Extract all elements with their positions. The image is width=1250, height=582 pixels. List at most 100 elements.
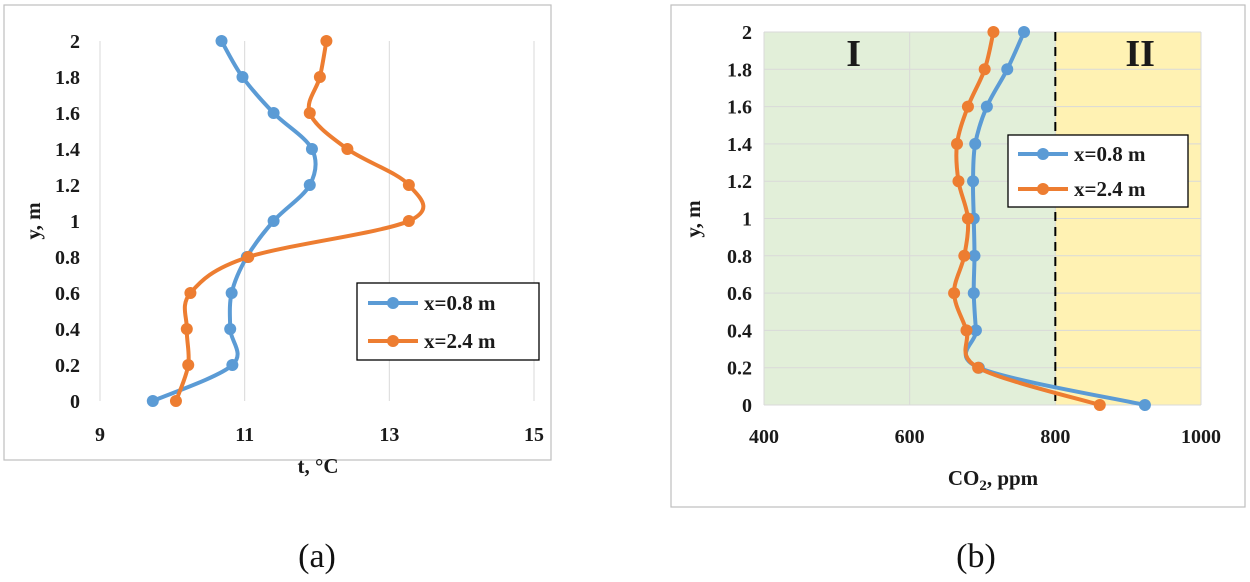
chart-1-xtick-label-1: 600 (895, 426, 925, 448)
chart-0-series-1-point-5 (267, 215, 280, 227)
chart-1-ytick-label-5: 1 (742, 209, 752, 231)
chart-1-series-2-point-3 (948, 287, 961, 300)
chart-0-series-1-point-6 (303, 179, 316, 191)
chart-1-series-2-point-1 (972, 361, 985, 374)
chart-a: 0 0.2 0.4 0.6 0.8 1 1.2 1.4 1.6 1.8 2 9 11 13 15 x=0.8… (3, 4, 552, 575)
chart-a-legend-marker-1 (387, 297, 399, 309)
chart-1-xtick-label-3: 1000 (1181, 426, 1221, 448)
chart-b-gridlines: I II (763, 31, 1202, 406)
chart-0-series-2-point-1 (182, 359, 195, 371)
chart-0-ytick-label-1: 0.2 (55, 355, 80, 377)
chart-1-series-1-point-8 (980, 100, 993, 113)
chart-b-legend-label-2: x=2.4 m (1074, 177, 1146, 201)
chart-b-x-axis-label: CO2, ppm (948, 466, 1039, 494)
chart-0-ytick-label-6: 1.2 (55, 175, 80, 197)
chart-0-xtick-label-1: 11 (235, 424, 254, 446)
chart-0-ytick-label-7: 1.4 (55, 139, 80, 161)
chart-b-x-axis-label-rest: , ppm (987, 466, 1039, 490)
chart-0-series-2-point-3 (184, 287, 197, 299)
chart-b-x-axis-label-main: CO (948, 466, 980, 490)
chart-0-xtick-label-3: 15 (524, 424, 544, 446)
chart-0-series-1-point-1 (226, 359, 239, 371)
chart-1-ytick-label-10: 2 (742, 22, 752, 44)
chart-0-series-1-point-7 (305, 143, 318, 155)
chart-0-series-2-point-7 (341, 143, 354, 155)
chart-0-series-2-point-0 (169, 395, 182, 407)
chart-a-frame (3, 4, 552, 461)
chart-1-ytick-label-6: 1.2 (727, 171, 752, 193)
chart-a-legend-box (356, 282, 540, 361)
chart-1-series-1-point-7 (969, 137, 982, 150)
chart-a-y-axis-label: y, m (21, 202, 45, 240)
chart-1-series-2-point-4 (958, 249, 971, 262)
chart-0-series-2-point-2 (180, 323, 193, 335)
chart-b-legend-marker-1 (1037, 148, 1049, 160)
chart-b-legend-box (1007, 134, 1189, 208)
chart-1-series-1-point-2 (969, 324, 982, 337)
chart-b-legend-marker-2 (1037, 183, 1049, 195)
chart-1-series-2-point-7 (951, 137, 964, 150)
chart-0-series-1-point-10 (215, 35, 228, 47)
chart-0-series-2-point-8 (303, 107, 316, 119)
chart-a-legend-label-2: x=2.4 m (424, 329, 496, 353)
chart-0-ytick-label-9: 1.8 (55, 67, 80, 89)
chart-a-caption: (a) (298, 538, 336, 575)
chart-1-series-1-point-3 (967, 287, 980, 300)
chart-1-ytick-label-7: 1.4 (727, 134, 752, 156)
chart-1-series-2-point-2 (960, 324, 973, 337)
chart-0-ytick-label-4: 0.8 (55, 247, 80, 269)
chart-1-series-1-point-9 (1001, 63, 1014, 76)
chart-1-ytick-label-2: 0.4 (727, 320, 752, 342)
chart-0-ytick-label-5: 1 (70, 211, 80, 233)
chart-a-legend: x=0.8 m x=2.4 m (356, 282, 540, 361)
chart-0-ytick-label-0: 0 (70, 391, 80, 413)
chart-1-region-label-1: I (846, 33, 861, 75)
chart-1-ytick-label-1: 0.2 (727, 358, 752, 380)
chart-1-ytick-label-8: 1.6 (727, 97, 752, 119)
chart-0-series-2-point-5 (402, 215, 415, 227)
chart-1-ytick-label-4: 0.8 (727, 246, 752, 268)
chart-1-ytick-label-0: 0 (742, 395, 752, 417)
chart-1-ytick-label-3: 0.6 (727, 283, 752, 305)
chart-0-series-1-point-2 (224, 323, 237, 335)
chart-1-series-1-point-0 (1138, 399, 1151, 411)
chart-b-series (948, 26, 1151, 411)
chart-0-xtick-label-0: 9 (95, 424, 105, 446)
chart-0-series-2-point-6 (402, 179, 415, 191)
chart-1-series-2-point-8 (961, 100, 974, 113)
chart-0-series-2-point-10 (320, 35, 333, 47)
chart-0-ytick-label-10: 2 (70, 31, 80, 53)
chart-1-series-2-point-5 (961, 212, 974, 225)
chart-0-series-1-point-9 (236, 71, 249, 83)
chart-b-caption: (b) (956, 538, 996, 575)
chart-1-series-1-point-6 (967, 175, 980, 188)
chart-1-series-2-point-0 (1093, 399, 1106, 411)
chart-1-series-2-point-10 (987, 26, 1000, 38)
chart-1-xtick-label-0: 400 (749, 426, 779, 448)
chart-a-legend-label-1: x=0.8 m (424, 291, 496, 315)
chart-a-x-axis-label: t, °C (297, 454, 338, 478)
chart-1-series-2-point-6 (952, 175, 965, 188)
chart-0-series-2-point-4 (242, 251, 255, 263)
chart-1-series-1-point-4 (968, 249, 981, 262)
chart-0-ytick-label-2: 0.4 (55, 319, 80, 341)
chart-b-y-axis-label: y, m (681, 200, 705, 238)
chart-a-axes: 0 0.2 0.4 0.6 0.8 1 1.2 1.4 1.6 1.8 2 9 11 13 15 (55, 31, 544, 446)
chart-1-series-1-point-10 (1018, 26, 1031, 38)
chart-1-xtick-label-2: 800 (1040, 426, 1070, 448)
chart-0-xtick-label-2: 13 (379, 424, 399, 446)
chart-1-region-label-2: II (1125, 33, 1155, 75)
chart-0-series-1-point-0 (146, 395, 159, 407)
chart-0-series-1-point-3 (225, 287, 238, 299)
chart-0-series-1-point-8 (267, 107, 280, 119)
chart-a-series (146, 35, 426, 407)
chart-b-legend-label-1: x=0.8 m (1074, 142, 1146, 166)
chart-b-x-axis-label-subscript: 2 (979, 478, 987, 494)
chart-0-series-2-point-9 (313, 71, 326, 83)
chart-1-ytick-label-9: 1.8 (727, 59, 752, 81)
chart-0-ytick-label-3: 0.6 (55, 283, 80, 305)
chart-1-series-2-point-9 (978, 63, 991, 76)
chart-a-legend-marker-2 (387, 335, 399, 347)
